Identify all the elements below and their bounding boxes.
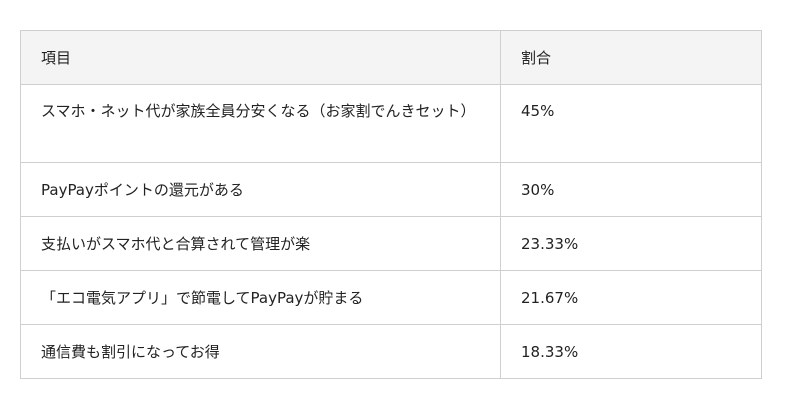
item-cell: 「エコ電気アプリ」で節電してPayPayが貯まる: [20, 270, 501, 325]
table-row: PayPayポイントの還元がある 30%: [20, 162, 762, 217]
item-cell: 支払いがスマホ代と合算されて管理が楽: [20, 216, 501, 271]
ratio-cell: 21.67%: [500, 270, 762, 325]
item-cell: スマホ・ネット代が家族全員分安くなる（お家割でんきセット）: [20, 84, 501, 163]
survey-table: 項目 割合 スマホ・ネット代が家族全員分安くなる（お家割でんきセット） 45% …: [20, 30, 762, 379]
ratio-cell: 23.33%: [500, 216, 762, 271]
header-ratio: 割合: [500, 30, 762, 85]
ratio-cell: 18.33%: [500, 324, 762, 379]
item-cell: PayPayポイントの還元がある: [20, 162, 501, 217]
ratio-cell: 30%: [500, 162, 762, 217]
item-cell: 通信費も割引になってお得: [20, 324, 501, 379]
table-row: スマホ・ネット代が家族全員分安くなる（お家割でんきセット） 45%: [20, 84, 762, 163]
table-row: 支払いがスマホ代と合算されて管理が楽 23.33%: [20, 216, 762, 271]
ratio-cell: 45%: [500, 84, 762, 163]
table-row: 通信費も割引になってお得 18.33%: [20, 324, 762, 379]
table-row: 「エコ電気アプリ」で節電してPayPayが貯まる 21.67%: [20, 270, 762, 325]
header-item: 項目: [20, 30, 501, 85]
table-header-row: 項目 割合: [20, 30, 762, 85]
